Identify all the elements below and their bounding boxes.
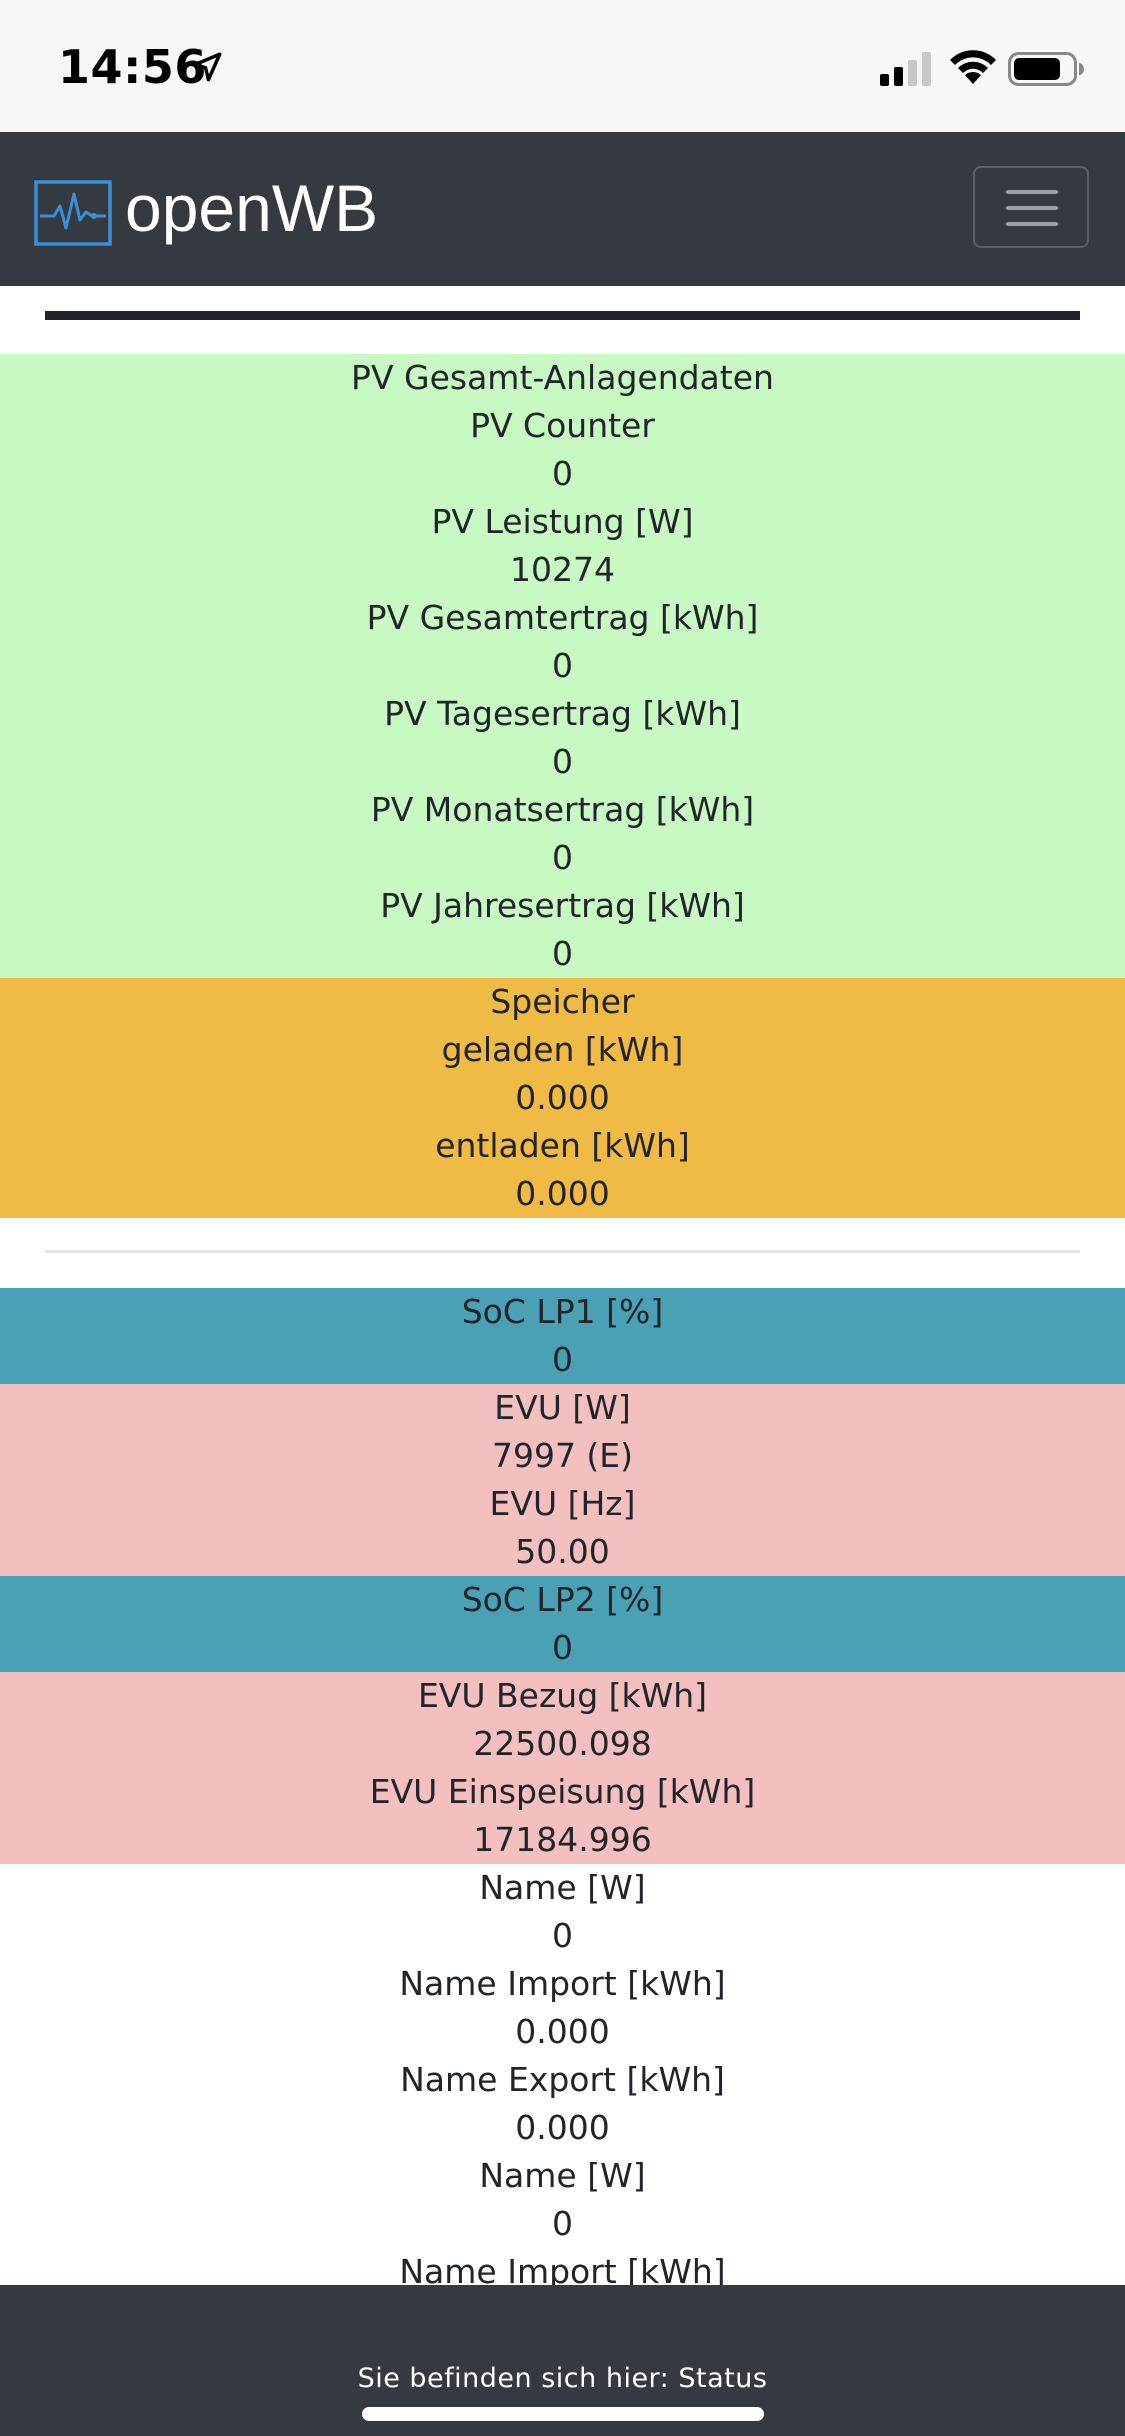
pulse-chart-icon[interactable] — [34, 180, 112, 246]
device1-import-label: Name Import [kWh] — [399, 1964, 726, 2003]
pv-section: PV Gesamt-Anlagendaten PV Counter 0 PV L… — [0, 354, 1125, 978]
speicher-geladen-label: geladen [kWh] — [441, 1030, 684, 1069]
pv-jahresertrag-value: 0 — [552, 934, 573, 973]
pv-tagesertrag-value: 0 — [552, 742, 573, 781]
pv-monatsertrag-label: PV Monatsertrag [kWh] — [370, 790, 755, 829]
evu-watt-value: 7997 (E) — [491, 1436, 634, 1475]
pv-title: PV Gesamt-Anlagendaten — [351, 358, 774, 397]
evu-bezug-value: 22500.098 — [473, 1724, 652, 1763]
device1-watt-value: 0 — [552, 1916, 573, 1955]
speicher-entladen-label: entladen [kWh] — [435, 1126, 690, 1165]
pv-leistung-value: 10274 — [510, 550, 615, 589]
bottom-location-bar: Sie befinden sich hier: Status — [0, 2285, 1125, 2436]
pv-tagesertrag-label: PV Tagesertrag [kWh] — [384, 694, 741, 733]
pv-counter-value: 0 — [552, 454, 573, 493]
evu-hz-value: 50.00 — [515, 1532, 610, 1571]
battery-icon — [1008, 52, 1084, 86]
device1-watt-label: Name [W] — [479, 1868, 646, 1907]
speicher-section: Speicher geladen [kWh] 0.000 entladen [k… — [0, 978, 1125, 1218]
brand-name[interactable]: openWB — [125, 171, 379, 245]
evu-hz-label: EVU [Hz] — [489, 1484, 636, 1523]
pv-counter-label: PV Counter — [470, 406, 655, 445]
home-indicator[interactable] — [362, 2407, 764, 2421]
navbar-toggle-button[interactable] — [973, 166, 1089, 248]
top-navbar: openWB — [0, 132, 1125, 286]
device2-watt-value: 0 — [552, 2204, 573, 2243]
wifi-icon — [950, 50, 996, 84]
evu-watt-label: EVU [W] — [494, 1388, 631, 1427]
speicher-geladen-value: 0.000 — [515, 1078, 610, 1117]
pv-jahresertrag-label: PV Jahresertrag [kWh] — [380, 886, 745, 925]
soc-lp2-value: 0 — [552, 1628, 573, 1667]
device2-watt-label: Name [W] — [479, 2156, 646, 2195]
speicher-entladen-value: 0.000 — [515, 1174, 610, 1213]
cellular-signal-icon — [880, 52, 931, 86]
pv-gesamtertrag-value: 0 — [552, 646, 573, 685]
speicher-title: Speicher — [490, 982, 635, 1021]
soc-lp2-section: SoC LP2 [%] 0 — [0, 1576, 1125, 1672]
device1-export-value: 0.000 — [515, 2108, 610, 2147]
location-text: Sie befinden sich hier: Status — [357, 2363, 768, 2394]
evu-einspeisung-label: EVU Einspeisung [kWh] — [369, 1772, 756, 1811]
ios-status-bar: 14:56 — [0, 0, 1125, 132]
soc-lp1-label: SoC LP1 [%] — [461, 1292, 664, 1331]
pv-monatsertrag-value: 0 — [552, 838, 573, 877]
divider — [45, 1250, 1080, 1253]
device1-export-label: Name Export [kWh] — [400, 2060, 725, 2099]
evu-einspeisung-value: 17184.996 — [473, 1820, 652, 1859]
divider — [45, 311, 1080, 320]
device1-import-value: 0.000 — [515, 2012, 610, 2051]
devices-section: Name [W] 0 Name Import [kWh] 0.000 Name … — [0, 1864, 1125, 2296]
soc-lp1-section: SoC LP1 [%] 0 — [0, 1288, 1125, 1384]
evu-bezug-label: EVU Bezug [kWh] — [417, 1676, 708, 1715]
evu-energy-section: EVU Bezug [kWh] 22500.098 EVU Einspeisun… — [0, 1672, 1125, 1864]
status-time: 14:56 — [58, 40, 207, 94]
location-arrow-icon — [192, 52, 222, 82]
pv-leistung-label: PV Leistung [W] — [431, 502, 694, 541]
pv-gesamtertrag-label: PV Gesamtertrag [kWh] — [366, 598, 759, 637]
device2-import-label: Name Import [kWh] — [399, 2252, 726, 2291]
soc-lp2-label: SoC LP2 [%] — [461, 1580, 664, 1619]
evu-section: EVU [W] 7997 (E) EVU [Hz] 50.00 — [0, 1384, 1125, 1576]
soc-lp1-value: 0 — [552, 1340, 573, 1379]
